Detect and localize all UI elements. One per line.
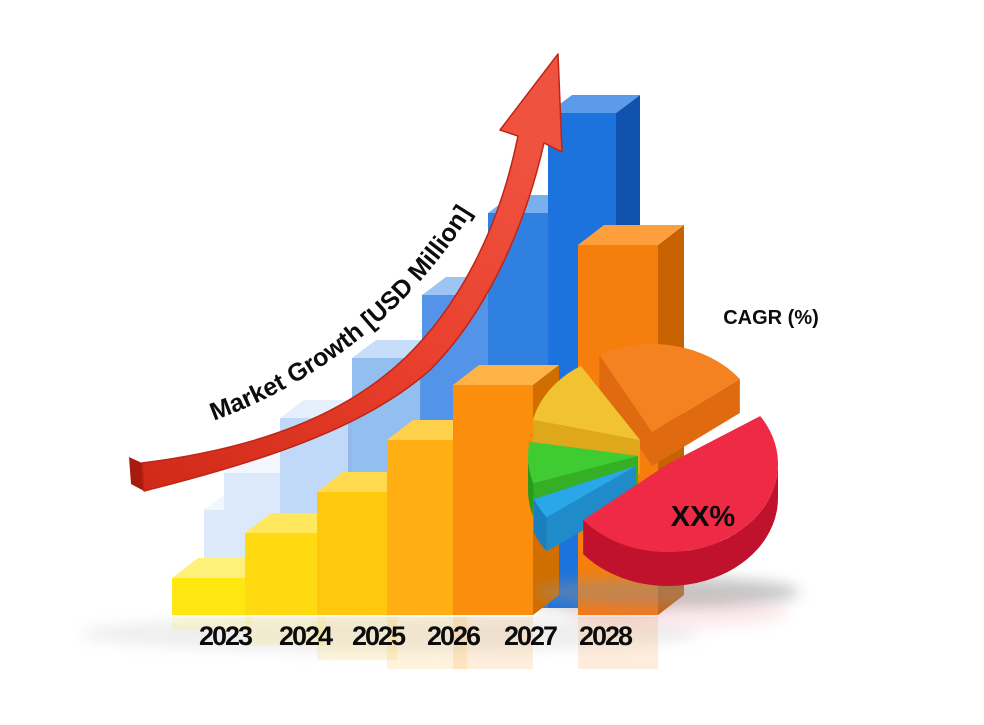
bar-reflection-2025 [317, 617, 397, 661]
x-axis-label-2028: 2028 [579, 621, 633, 651]
bar-front-2027-top-face [453, 365, 559, 385]
x-axis-label-2026: 2026 [427, 621, 481, 651]
pie-slice-blue-cut-1 [546, 466, 636, 552]
pie-shadow-group [536, 577, 800, 628]
cagr-label: CAGR (%) [723, 307, 819, 329]
bar-reflection-2024 [245, 617, 325, 646]
pie-slice-orange-cut-1 [599, 354, 652, 466]
pie-slice-red-rim [583, 464, 778, 586]
pie-slice-blue [534, 466, 636, 552]
bar-front-2027-front-face [453, 385, 533, 615]
trend-arrow-body [141, 53, 563, 492]
bar-front-2026-front-face [387, 440, 467, 615]
bar-front-2028-top-face [578, 225, 684, 245]
pie-slice-red [583, 416, 779, 586]
pie-slice-orange [599, 343, 740, 466]
bar-front-2025-front-face [317, 492, 397, 615]
pie-slice-orange-top [599, 343, 740, 432]
pie-value-label: XX% [671, 501, 736, 533]
pie-slice-green-rim [528, 456, 534, 518]
pie-slice-yellow [532, 365, 640, 474]
pie-slice-yellow-top [532, 365, 640, 440]
x-axis-label-2025: 2025 [352, 621, 406, 651]
bar-back-2028-top-face [548, 95, 640, 113]
trend-arrow-tail-cap [129, 457, 144, 491]
pie-slice-red-top [583, 416, 779, 553]
pie-slice-blue-top [534, 466, 636, 518]
x-axis-label-2027: 2027 [504, 621, 557, 651]
bar-front-2024-front-face [245, 533, 325, 615]
pie-slice-orange-cut-0 [652, 379, 740, 466]
bar-reflections [172, 617, 658, 669]
bar-reflection-2026 [387, 617, 467, 669]
pie-reflection [570, 596, 790, 628]
pie-slice-blue-rim [534, 498, 547, 552]
bars-floor-shadow [80, 616, 700, 652]
bar-reflection-2027 [453, 617, 533, 669]
bar-front-2023-front-face [172, 578, 252, 615]
x-axis-labels: 2023 2024 2025 2026 2027 2028 [199, 621, 635, 651]
x-axis-label-2023: 2023 [199, 621, 253, 651]
pie-chart [528, 343, 779, 586]
pie-slice-green-top [528, 441, 638, 484]
trend-arrow [129, 53, 563, 492]
bar-reflection-2023 [172, 617, 252, 630]
x-axis-label-2024: 2024 [279, 621, 333, 651]
